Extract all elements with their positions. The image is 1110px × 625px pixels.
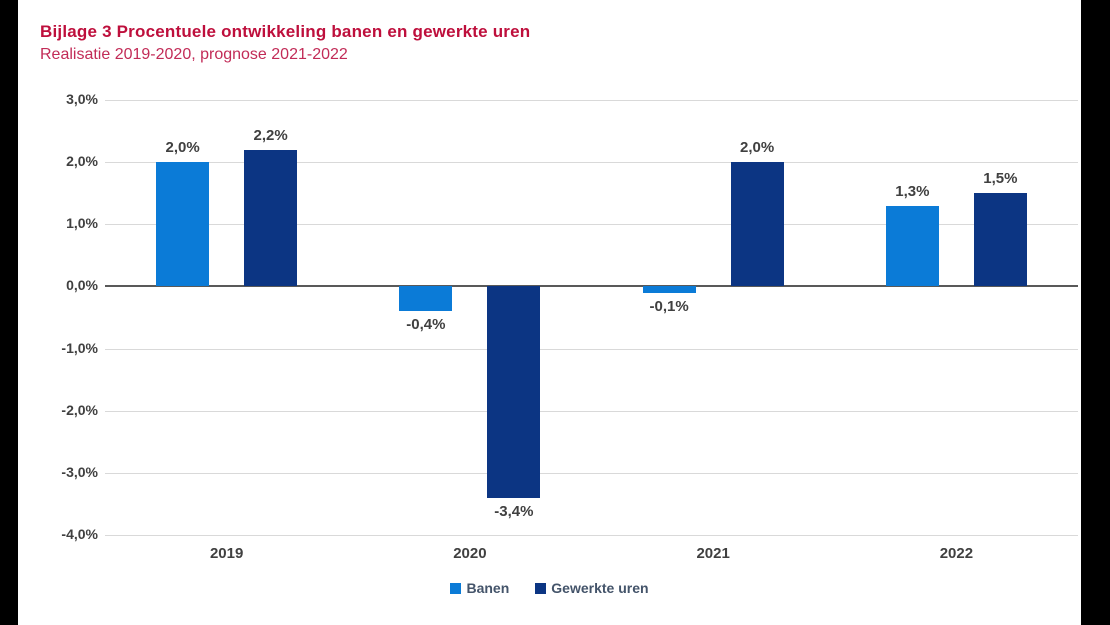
bar-gewerkte-uren-2020 bbox=[487, 286, 541, 498]
y-axis: 3,0% 2,0% 1,0% 0,0% -1,0% -2,0% -3,0% -4,0% bbox=[20, 91, 98, 542]
bar-value-label: -0,4% bbox=[406, 316, 446, 334]
bar-banen-2022 bbox=[885, 205, 939, 287]
gridline bbox=[105, 535, 1078, 536]
legend-item-banen: Banen bbox=[450, 580, 509, 596]
y-axis-tick-label: -2,0% bbox=[61, 401, 98, 418]
bar-banen-2019 bbox=[156, 162, 210, 287]
legend-swatch-icon bbox=[535, 582, 547, 594]
y-axis-tick-label: 0,0% bbox=[66, 277, 98, 294]
y-axis-tick-label: 1,0% bbox=[66, 215, 98, 232]
x-axis: 2019 2020 2021 2022 bbox=[105, 545, 1078, 567]
bar-banen-2020 bbox=[399, 286, 453, 312]
y-axis-tick-label: 2,0% bbox=[66, 153, 98, 170]
left-black-edge bbox=[0, 0, 18, 625]
y-axis-tick-label: 3,0% bbox=[66, 91, 98, 107]
bar-gewerkte-uren-2019 bbox=[244, 149, 298, 287]
legend-item-gewerkte-uren: Gewerkte uren bbox=[535, 580, 649, 596]
plot-area: 2,0% 2,2% -0,4% -3,4% -0,1% 2,0% 1,3% 1,5% bbox=[105, 100, 1078, 536]
x-axis-label-2021: 2021 bbox=[696, 545, 730, 562]
y-axis-tick-label: -3,0% bbox=[61, 463, 98, 480]
bar-value-label: 1,5% bbox=[983, 170, 1018, 188]
bar-banen-2021 bbox=[642, 286, 696, 293]
gridline bbox=[105, 162, 1078, 164]
legend-label: Banen bbox=[466, 580, 510, 596]
x-axis-label-2020: 2020 bbox=[453, 545, 487, 562]
gridline bbox=[105, 410, 1078, 412]
bar-value-label: -3,4% bbox=[494, 502, 534, 520]
bar-value-label: 2,0% bbox=[165, 139, 200, 157]
right-black-edge bbox=[1081, 0, 1110, 625]
legend-label: Gewerkte uren bbox=[551, 580, 649, 596]
x-axis-label-2019: 2019 bbox=[209, 545, 244, 562]
legend: Banen Gewerkte uren bbox=[18, 580, 1081, 596]
bar-value-label: 2,0% bbox=[740, 139, 775, 157]
zero-axis-line bbox=[105, 285, 1078, 288]
bar-gewerkte-uren-2021 bbox=[730, 162, 784, 287]
legend-swatch-icon bbox=[450, 582, 462, 594]
x-axis-label-2022: 2022 bbox=[939, 545, 974, 562]
gridline bbox=[105, 224, 1078, 226]
gridline bbox=[105, 348, 1078, 350]
gridline bbox=[105, 100, 1078, 101]
chart-subtitle: Realisatie 2019-2020, prognose 2021-2022 bbox=[40, 46, 348, 63]
y-axis-tick-label: -4,0% bbox=[61, 526, 98, 542]
bar-value-label: -0,1% bbox=[649, 297, 689, 315]
chart-title: Bijlage 3 Procentuele ontwikkeling banen… bbox=[40, 22, 531, 41]
bar-gewerkte-uren-2022 bbox=[973, 193, 1027, 287]
gridline bbox=[105, 472, 1078, 474]
bar-value-label: 1,3% bbox=[895, 182, 930, 200]
bar-value-label: 2,2% bbox=[253, 126, 288, 144]
y-axis-tick-label: -1,0% bbox=[61, 339, 98, 356]
